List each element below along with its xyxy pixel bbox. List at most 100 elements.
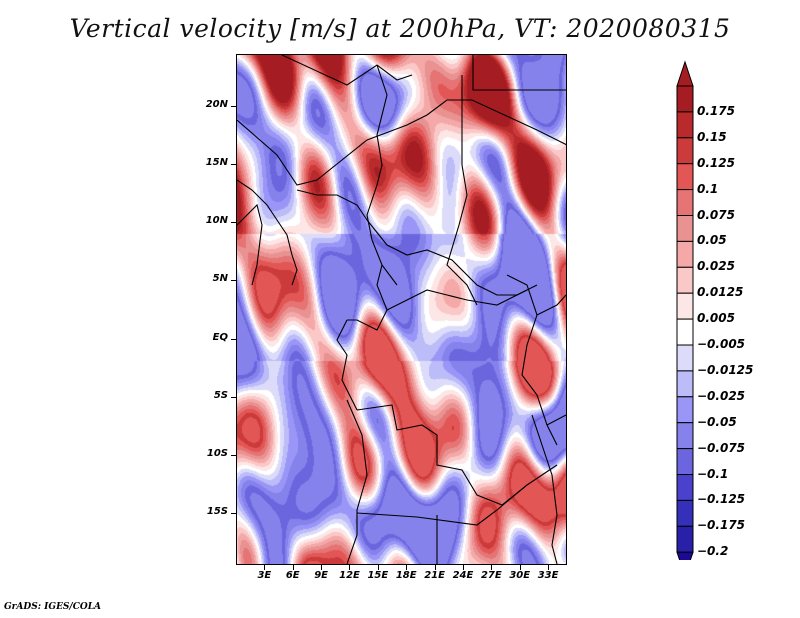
grads-credit: GrADS: IGES/COLA [4, 602, 102, 612]
border-line [237, 179, 298, 286]
lat-label: 5S [213, 389, 228, 401]
lat-label: 10S [206, 447, 228, 459]
colorbar [676, 60, 694, 560]
border-line [346, 399, 368, 564]
lon-tick [377, 565, 379, 570]
colorbar-segment [676, 474, 694, 501]
border-line [386, 289, 528, 311]
lon-tick [406, 565, 408, 570]
colorbar-segment [676, 318, 694, 346]
lon-tick [491, 565, 493, 570]
lat-tick [231, 396, 236, 398]
colorbar-label: 0.125 [697, 155, 735, 170]
border-line [446, 75, 478, 306]
border-line [237, 99, 566, 186]
lon-label: 30E [509, 570, 531, 581]
border-line [356, 464, 558, 526]
colorbar-label: 0.005 [697, 311, 735, 326]
lat-tick [231, 106, 236, 108]
colorbar-segment [676, 137, 694, 165]
colorbar-label: 0.15 [697, 129, 727, 144]
colorbar-label: −0.125 [697, 492, 746, 507]
lat-tick [231, 222, 236, 224]
lon-label: 24E [452, 570, 474, 581]
colorbar-segment [676, 396, 694, 424]
colorbar-label: 0.05 [697, 233, 727, 248]
lon-tick [321, 565, 323, 570]
lon-label: 6E [285, 570, 300, 581]
border-line [366, 64, 398, 286]
colorbar-segment [676, 448, 694, 476]
border-line [536, 294, 566, 316]
lon-tick [519, 565, 521, 570]
colorbar-segment [676, 292, 694, 320]
lon-tick [548, 565, 550, 570]
lat-label: 5N [212, 273, 228, 285]
colorbar-segment [676, 266, 694, 294]
border-line [336, 319, 358, 411]
map-panel [236, 54, 567, 565]
colorbar-label: 0.075 [697, 207, 735, 222]
lat-tick [231, 512, 236, 514]
lat-tick [231, 454, 236, 456]
lon-label: 18E [395, 570, 417, 581]
colorbar-label: −0.05 [697, 414, 737, 429]
chart-title: Vertical velocity [m/s] at 200hPa, VT: 2… [69, 14, 731, 43]
border-line [366, 219, 538, 296]
colorbar-label: −0.0125 [697, 362, 754, 377]
border-line [281, 55, 413, 86]
lat-label: 15N [205, 157, 228, 169]
colorbar-segment [676, 422, 694, 450]
lat-label: 20N [205, 99, 228, 111]
colorbar-segment [676, 85, 694, 113]
lon-tick [434, 565, 436, 570]
lon-tick [462, 565, 464, 570]
lon-label: 12E [339, 570, 360, 581]
lon-label: 9E [314, 570, 328, 581]
lat-tick [231, 280, 236, 282]
lon-label: 15E [367, 570, 389, 581]
colorbar-label: −0.005 [697, 337, 746, 351]
lon-label: 21E [424, 570, 445, 581]
border-line [546, 414, 566, 426]
country-borders [237, 55, 566, 564]
lon-tick [264, 565, 266, 570]
colorbar-label: −0.025 [697, 388, 746, 403]
colorbar-label: 0.175 [697, 103, 735, 118]
lat-label: 10N [205, 215, 228, 227]
colorbar-top-arrow [676, 60, 694, 87]
colorbar-label: −0.1 [697, 466, 729, 481]
lat-tick [231, 338, 236, 340]
colorbar-segment [676, 215, 694, 242]
colorbar-label: −0.175 [697, 518, 746, 533]
colorbar-label: 0.025 [697, 259, 735, 274]
colorbar-bottom-arrow [676, 551, 694, 560]
colorbar-label: 0.0125 [697, 285, 744, 300]
colorbar-segment [676, 499, 694, 527]
lat-tick [231, 164, 236, 166]
lon-label: 3E [257, 570, 272, 581]
lat-label: 15S [206, 505, 228, 517]
colorbar-label: −0.075 [697, 440, 746, 455]
colorbar-segment [676, 163, 694, 191]
colorbar-segment [676, 370, 694, 398]
lon-tick [292, 565, 294, 570]
lon-label: 33E [537, 570, 559, 581]
border-line [237, 203, 263, 286]
border-line [531, 414, 558, 564]
lat-label: EQ [212, 331, 228, 343]
velocity-field-raster [237, 55, 566, 564]
border-line [472, 55, 566, 91]
colorbar-segment [676, 240, 694, 268]
border-line [506, 274, 558, 446]
border-line [356, 404, 528, 506]
colorbar-label: −0.2 [697, 544, 729, 559]
colorbar-segment [676, 189, 694, 217]
lon-tick [349, 565, 351, 570]
colorbar-segment [676, 111, 694, 139]
lon-label: 27E [480, 570, 502, 581]
border-line [347, 264, 388, 331]
border-line [296, 189, 368, 221]
colorbar-label: 0.1 [697, 181, 719, 196]
colorbar-segment [676, 525, 694, 553]
